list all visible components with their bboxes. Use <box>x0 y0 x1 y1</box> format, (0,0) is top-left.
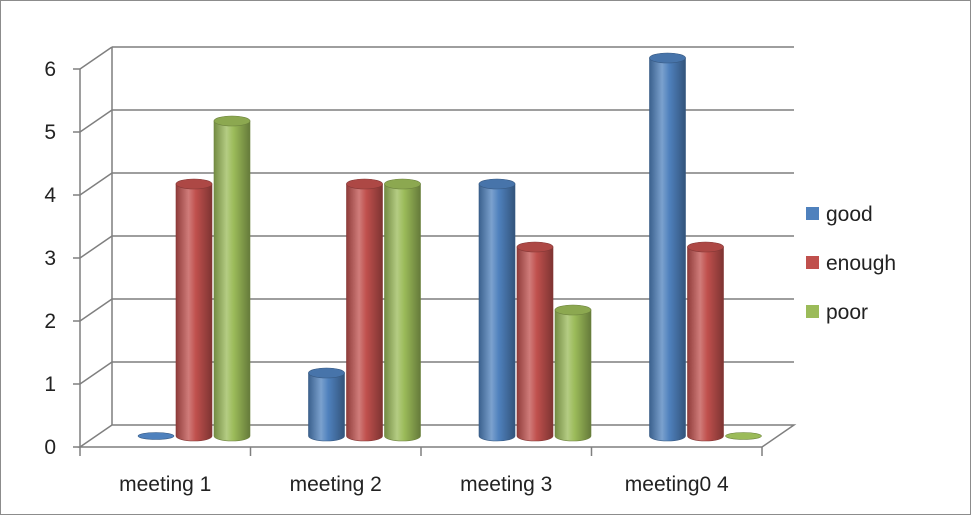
y-tick-label: 3 <box>44 247 56 270</box>
legend-item-good: good <box>806 203 873 226</box>
legend-swatch <box>806 305 819 318</box>
gridline-depth <box>79 109 113 133</box>
y-tick-label: 2 <box>44 310 56 333</box>
gridline-depth <box>79 361 113 385</box>
x-tick-label: meeting 2 <box>290 473 382 496</box>
bar-good-3 <box>478 178 516 442</box>
bar-poor-3 <box>554 304 592 442</box>
legend-label: enough <box>826 252 896 275</box>
gridline-depth <box>79 172 113 196</box>
bars <box>137 52 762 442</box>
x-tick-label: meeting0 4 <box>625 473 729 496</box>
x-tick-label: meeting 1 <box>119 473 211 496</box>
gridline-depth <box>79 46 113 70</box>
x-tick-label: meeting 3 <box>460 473 552 496</box>
gridline-depth <box>79 298 113 322</box>
bar-good-4 <box>649 52 686 442</box>
bar-enough-3 <box>516 241 554 442</box>
bar-enough-2 <box>346 178 383 442</box>
y-axis: 0 1 2 3 4 5 6 <box>44 58 80 459</box>
y-tick-label: 5 <box>44 121 56 144</box>
y-tick-label: 0 <box>44 436 56 459</box>
legend-swatch <box>806 256 819 269</box>
bar-poor-1 <box>213 115 251 442</box>
legend-label: good <box>826 203 873 226</box>
bar-enough-1 <box>175 178 213 442</box>
y-tick-label: 1 <box>44 373 56 396</box>
legend-item-poor: poor <box>806 301 868 324</box>
legend: good enough poor <box>806 203 896 324</box>
legend-label: poor <box>826 301 868 324</box>
legend-swatch <box>806 207 819 220</box>
x-axis: meeting 1 meeting 2 meeting 3 meeting0 4 <box>79 447 763 496</box>
gridline-depth <box>79 235 113 259</box>
legend-item-enough: enough <box>806 252 896 275</box>
bar-poor-4 <box>725 432 762 440</box>
chart-floor <box>77 424 797 448</box>
bar-good-2 <box>308 367 345 442</box>
bar-enough-4 <box>687 241 724 442</box>
y-tick-label: 6 <box>44 58 56 81</box>
bar-poor-2 <box>384 178 421 442</box>
y-tick-label: 4 <box>44 184 56 207</box>
bar-good-1 <box>137 432 175 440</box>
